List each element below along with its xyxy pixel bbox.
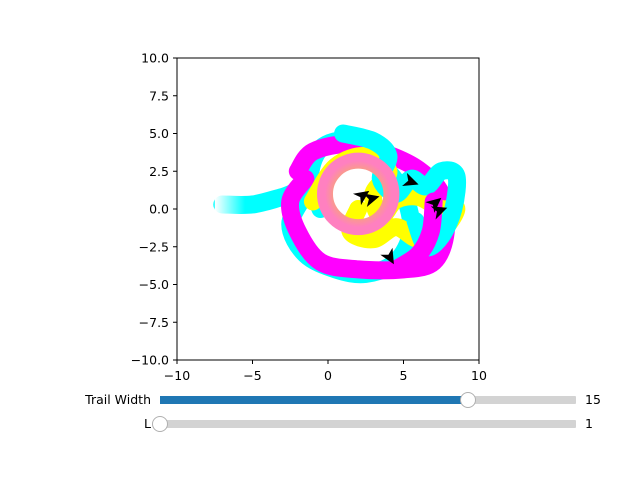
slider-label-trail-width: Trail Width [85, 392, 151, 407]
arrow-marker-5 [380, 247, 394, 265]
arrow-markers [352, 172, 448, 265]
slider-handle-l[interactable] [152, 416, 168, 432]
x-axis: −10 −5 0 5 10 [164, 360, 487, 383]
slider-label-l: L [144, 416, 151, 431]
trail-3 [334, 124, 467, 257]
x-tick-label: −5 [243, 368, 261, 383]
y-tick-label: −5.0 [139, 277, 169, 292]
slider-value-l: 1 [585, 416, 593, 431]
x-tick-label: −10 [164, 368, 190, 383]
y-axis: 10.0 7.5 5.0 2.5 0.0 −2.5 −5.0 −7.5 −10.0 [131, 51, 177, 368]
x-tick-label: 10 [471, 368, 487, 383]
gradient-swirl [316, 152, 400, 236]
slider-l[interactable]: L 1 [0, 413, 640, 435]
slider-track-trail-width[interactable] [160, 392, 576, 408]
y-tick-label: 10.0 [141, 51, 169, 66]
slider-trail-width[interactable]: Trail Width 15 [0, 389, 640, 411]
x-tick-label: 0 [324, 368, 332, 383]
slider-fill-trail-width [160, 396, 468, 404]
slider-value-trail-width: 15 [585, 392, 601, 407]
slider-track-l[interactable] [152, 416, 576, 432]
y-tick-label: 5.0 [149, 126, 169, 141]
arrow-marker-1 [363, 193, 380, 208]
arrow-marker-3 [425, 197, 442, 213]
x-tick-label: 5 [400, 368, 408, 383]
y-tick-label: 0.0 [149, 202, 169, 217]
y-tick-label: −10.0 [131, 353, 169, 368]
y-tick-label: 7.5 [149, 88, 169, 103]
y-tick-label: −2.5 [139, 239, 169, 254]
plot-area [213, 124, 467, 284]
trail-4 [386, 192, 443, 279]
arrow-marker-4 [430, 206, 448, 220]
y-tick-label: 2.5 [149, 164, 169, 179]
slider-handle-trail-width[interactable] [459, 392, 476, 408]
trail-fade [214, 187, 245, 225]
y-tick-label: −7.5 [139, 315, 169, 330]
arrow-marker-2 [402, 172, 419, 187]
